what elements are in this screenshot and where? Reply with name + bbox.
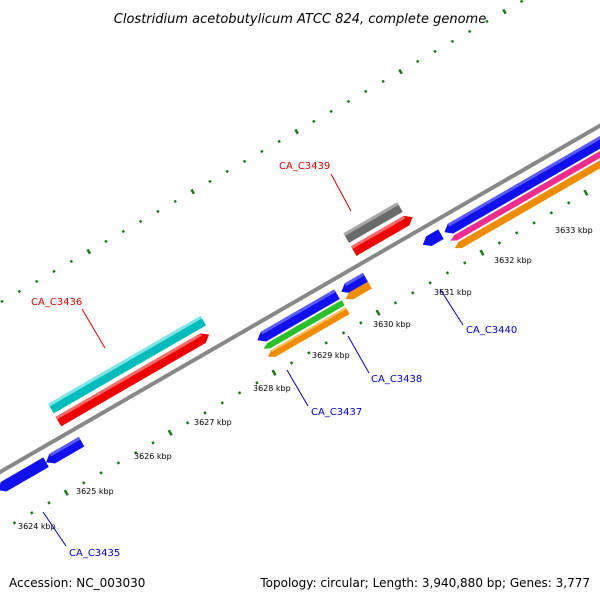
leader-line-ca-c3437 [286,369,309,407]
gene-ca-c3440-blue[interactable] [442,106,600,237]
kbp-label-3627: 3627 kbp [194,418,232,427]
gene-left-blue-a[interactable] [0,457,49,495]
accession-text: Accession: NC_003030 [9,576,145,590]
gene-label-ca-c3439[interactable]: CA_C3439 [279,161,330,172]
gene-label-ca-c3437[interactable]: CA_C3437 [311,407,362,418]
kbp-label-3630: 3630 kbp [373,320,411,329]
gene-ca-c3440-blue-small[interactable] [420,229,444,249]
gene-ca-c3437-orange[interactable] [266,307,350,360]
gene-ca-c3436-red[interactable] [55,330,212,427]
gene-label-ca-c3436[interactable]: CA_C3436 [31,297,82,308]
kbp-label-3624: 3624 kbp [18,522,56,531]
gene-label-ca-c3438[interactable]: CA_C3438 [371,374,422,385]
kbp-label-3633: 3633 kbp [555,226,593,235]
gene-ca-c3437-blue[interactable] [255,289,340,345]
gene-label-ca-c3435[interactable]: CA_C3435 [69,548,120,559]
genome-backbone [0,97,600,501]
genome-info-text: Topology: circular; Length: 3,940,880 bp… [259,576,590,590]
lower-tick-ring [12,189,589,525]
leader-line-ca-c3438 [347,335,370,374]
kbp-label-3625: 3625 kbp [76,487,114,496]
kbp-label-3632: 3632 kbp [494,256,532,265]
leader-line-ca-c3440 [439,288,464,326]
gene-label-ca-c3440[interactable]: CA_C3440 [466,325,517,336]
kbp-label-3629: 3629 kbp [312,351,350,360]
gene-ca-c3440-orange[interactable] [453,125,600,251]
kbp-label-3626: 3626 kbp [134,452,172,461]
gene-ca-c3438-blue[interactable] [339,272,369,297]
gene-ca-c3438-orange[interactable] [344,281,372,303]
leader-line-ca-c3439 [330,173,352,212]
gene-ca-c3437-green[interactable] [262,300,345,351]
kbp-label-3631: 3631 kbp [434,288,472,297]
leader-line-ca-c3435 [42,511,67,547]
gene-ca-c3439-red[interactable] [350,212,415,256]
kbp-label-3628: 3628 kbp [253,384,291,393]
genome-title: Clostridium acetobutylicum ATCC 824, com… [114,12,486,27]
leader-line-ca-c3436 [81,308,106,349]
gene-ca-c3439-gray[interactable] [343,202,403,243]
gene-left-blue-b[interactable] [43,436,85,467]
upper-tick-ring [0,0,524,304]
gene-ca-c3436-cyan[interactable] [48,315,207,414]
gene-ca-c3440-magenta[interactable] [449,118,600,243]
